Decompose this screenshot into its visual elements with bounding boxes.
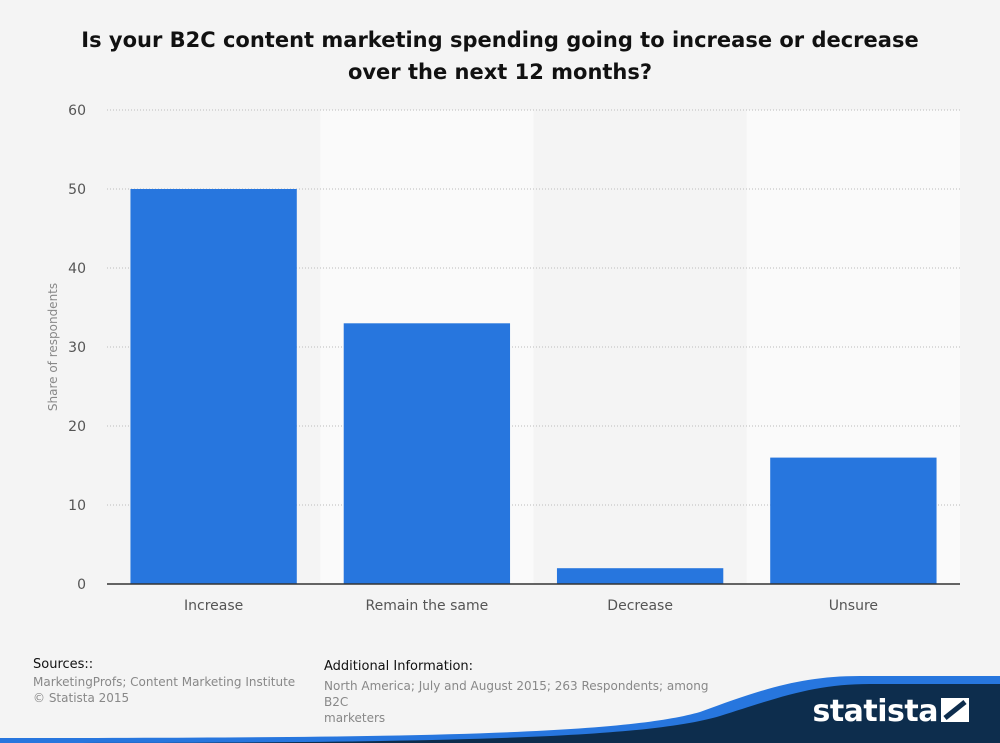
additional-info-heading: Additional Information: xyxy=(324,659,474,674)
bar xyxy=(130,189,297,584)
y-tick-label: 50 xyxy=(68,182,86,198)
x-tick-labels: Increase Remain the same Decrease Unsure xyxy=(184,598,878,614)
bars xyxy=(130,189,937,584)
y-tick-label: 20 xyxy=(68,419,86,435)
bar xyxy=(556,568,724,584)
bar-chart: 0 10 20 30 40 50 60 Increase Remain the same Dec… xyxy=(46,103,960,614)
x-tick-label: Decrease xyxy=(607,598,673,614)
x-tick-label: Remain the same xyxy=(366,598,489,614)
sources-line: MarketingProfs; Content Marketing Instit… xyxy=(33,675,296,689)
x-tick-label: Increase xyxy=(184,598,243,614)
brand-name: statista xyxy=(812,694,938,729)
y-tick-labels: 0 10 20 30 40 50 60 xyxy=(68,103,86,593)
additional-info-text: North America; July and August 2015; 263… xyxy=(324,678,724,726)
additional-info-line: marketers xyxy=(324,711,386,725)
bar xyxy=(343,323,511,584)
bar xyxy=(770,457,937,584)
y-tick-label: 0 xyxy=(77,577,86,593)
y-tick-label: 10 xyxy=(68,498,86,514)
statista-logo-icon xyxy=(941,698,969,722)
y-axis-label: Share of respondents xyxy=(46,283,60,411)
sources-text: MarketingProfs; Content Marketing Instit… xyxy=(33,674,295,706)
y-tick-label: 30 xyxy=(68,340,86,356)
y-tick-label: 60 xyxy=(68,103,86,119)
sources-heading: Sources:: xyxy=(33,657,94,672)
x-tick-label: Unsure xyxy=(829,598,878,614)
y-tick-label: 40 xyxy=(68,261,86,277)
chart-title: Is your B2C content marketing spending g… xyxy=(81,28,919,84)
gridlines xyxy=(107,109,960,506)
sources-line: © Statista 2015 xyxy=(33,691,130,705)
additional-info-line: North America; July and August 2015; 263… xyxy=(324,679,709,709)
